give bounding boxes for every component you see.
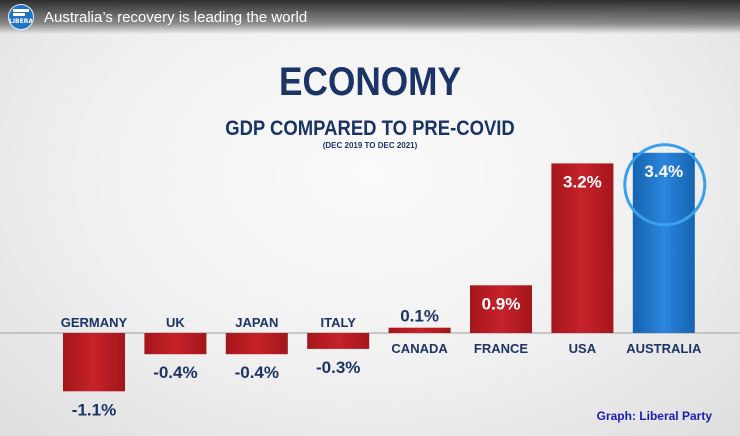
bar-japan: [225, 333, 288, 355]
bar-italy: [307, 333, 370, 349]
category-label: CANADA: [391, 341, 448, 356]
bar-germany: [63, 333, 125, 392]
value-label: -0.3%: [316, 358, 360, 377]
highlight-circle: [623, 143, 707, 227]
chart-title: ECONOMY: [279, 60, 461, 104]
value-label: 3.4%: [644, 162, 683, 181]
category-label: GERMANY: [61, 315, 128, 330]
category-label: JAPAN: [235, 315, 278, 330]
bar-australia: [632, 152, 695, 333]
value-label: -0.4%: [153, 363, 197, 382]
logo-stripe: [13, 13, 25, 16]
video-title-bar: LIBERAL Australia’s recovery is leading …: [0, 0, 740, 34]
category-label: AUSTRALIA: [626, 341, 702, 356]
liberal-party-logo-icon[interactable]: LIBERAL: [8, 4, 34, 30]
logo-text: LIBERAL: [9, 18, 33, 25]
chart-subtitle: GDP COMPARED TO PRE-COVID: [225, 117, 515, 140]
bar-france: [470, 285, 532, 333]
category-label: FRANCE: [474, 341, 528, 356]
value-label: 3.2%: [563, 172, 602, 191]
bar-uk: [144, 333, 207, 355]
value-label: 0.1%: [400, 307, 439, 326]
value-label: -1.1%: [72, 400, 116, 419]
category-label: USA: [569, 341, 597, 356]
value-label: 0.9%: [482, 294, 521, 313]
video-title[interactable]: Australia’s recovery is leading the worl…: [44, 8, 308, 26]
category-label: ITALY: [320, 315, 356, 330]
chart-period: (DEC 2019 TO DEC 2021): [322, 141, 418, 150]
logo-stripe: [13, 9, 29, 12]
bar-canada: [388, 327, 451, 333]
value-label: -0.4%: [235, 363, 279, 382]
category-label: UK: [166, 315, 185, 330]
graph-credit: Graph: Liberal Party: [596, 409, 712, 423]
bar-usa: [551, 163, 614, 333]
